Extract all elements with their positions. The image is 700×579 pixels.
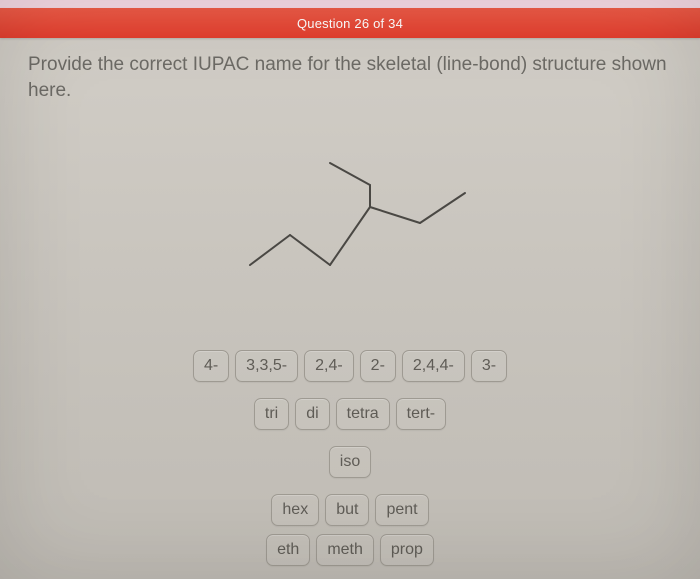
- question-counter: Question 26 of 34: [297, 16, 403, 31]
- chip-eth[interactable]: eth: [266, 534, 310, 566]
- chip-24[interactable]: 2,4-: [304, 350, 354, 382]
- top-accent-strip: [0, 0, 700, 8]
- chip-tert[interactable]: tert-: [396, 398, 446, 430]
- question-prompt: Provide the correct IUPAC name for the s…: [28, 52, 672, 103]
- chip-iso[interactable]: iso: [329, 446, 371, 478]
- quiz-screen: Question 26 of 34 Provide the correct IU…: [0, 0, 700, 579]
- choice-row-roots-a: hex but pent: [0, 494, 700, 526]
- chip-meth[interactable]: meth: [316, 534, 374, 566]
- question-header: Question 26 of 34: [0, 8, 700, 38]
- choice-row-roots-b: eth meth prop: [0, 534, 700, 566]
- chip-2[interactable]: 2-: [360, 350, 396, 382]
- chip-335[interactable]: 3,3,5-: [235, 350, 298, 382]
- chip-4[interactable]: 4-: [193, 350, 229, 382]
- chip-3[interactable]: 3-: [471, 350, 507, 382]
- molecule-figure: [0, 120, 700, 310]
- chip-but[interactable]: but: [325, 494, 369, 526]
- chip-prop[interactable]: prop: [380, 534, 434, 566]
- choice-row-iso: iso: [0, 446, 700, 478]
- chip-244[interactable]: 2,4,4-: [402, 350, 465, 382]
- chip-pent[interactable]: pent: [375, 494, 428, 526]
- choice-row-locants: 4- 3,3,5- 2,4- 2- 2,4,4- 3-: [0, 350, 700, 382]
- chip-tri[interactable]: tri: [254, 398, 289, 430]
- choice-row-multipliers: tri di tetra tert-: [0, 398, 700, 430]
- chip-di[interactable]: di: [295, 398, 329, 430]
- skeletal-structure-svg: [220, 135, 480, 295]
- chip-tetra[interactable]: tetra: [336, 398, 390, 430]
- chip-hex[interactable]: hex: [271, 494, 319, 526]
